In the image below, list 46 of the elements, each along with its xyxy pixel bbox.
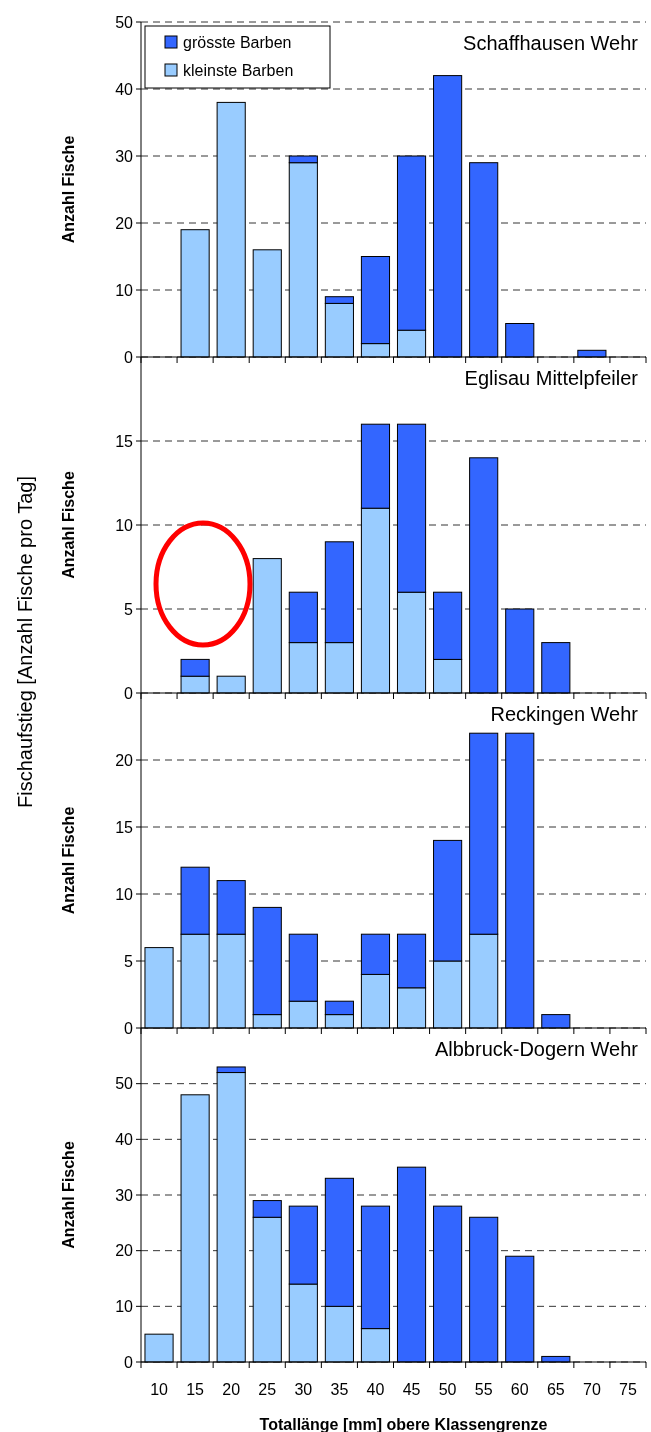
y-tick-label: 30	[115, 147, 134, 165]
x-tick-label: 25	[258, 1381, 277, 1398]
y-tick-label: 5	[124, 952, 134, 970]
text: Reckingen Wehr	[490, 703, 639, 725]
y-tick-label: 0	[124, 348, 134, 366]
y-tick-label: 40	[115, 1130, 134, 1148]
y-axis-title: Anzahl Fische	[60, 1141, 77, 1249]
y-axis-title: Anzahl Fische	[60, 135, 77, 244]
x-tick-label: 45	[402, 1381, 421, 1398]
x-tick-label: 75	[619, 1381, 637, 1398]
x-tick-label: 30	[294, 1381, 313, 1398]
y-axis-title: Anzahl Fische	[60, 471, 77, 579]
y-tick-label: 0	[124, 1353, 134, 1371]
x-tick-label: 60	[510, 1381, 529, 1398]
y-axis-title: Anzahl Fische	[60, 806, 77, 915]
x-tick-label: 65	[546, 1381, 565, 1398]
y-tick-label: 50	[115, 13, 134, 31]
text: Eglisau Mittelpfeiler	[464, 367, 639, 389]
x-tick-label: 20	[222, 1381, 241, 1398]
x-tick-label: 55	[474, 1381, 493, 1398]
text: Fischaufstieg [Anzahl Fische pro Tag]	[14, 475, 36, 809]
y-tick-label: 30	[115, 1186, 134, 1204]
y-tick-label: 10	[115, 885, 134, 903]
y-tick-label: 0	[124, 684, 134, 702]
y-tick-label: 10	[115, 1297, 134, 1315]
legend-label: grösste Barben	[183, 33, 292, 51]
y-tick-label: 15	[115, 432, 134, 450]
y-tick-label: 10	[115, 516, 134, 534]
text: Schaffhausen Wehr	[463, 32, 639, 54]
y-tick-label: 40	[115, 80, 134, 98]
y-tick-label: 50	[115, 1075, 134, 1093]
x-tick-label: 10	[150, 1381, 169, 1398]
legend-label: kleinste Barben	[183, 61, 294, 79]
y-tick-label: 0	[124, 1019, 134, 1037]
y-tick-label: 5	[124, 600, 134, 618]
x-tick-label: 15	[186, 1381, 205, 1398]
y-tick-label: 20	[115, 1242, 134, 1260]
x-tick-label: 70	[582, 1381, 601, 1398]
x-tick-label: 40	[366, 1381, 385, 1398]
y-tick-label: 15	[115, 818, 134, 836]
x-tick-label: 35	[330, 1381, 349, 1398]
y-tick-label: 20	[115, 214, 134, 232]
x-tick-label: 50	[438, 1381, 457, 1398]
y-tick-label: 10	[115, 281, 134, 299]
text: Albbruck-Dogern Wehr	[434, 1038, 639, 1060]
y-tick-label: 20	[115, 751, 134, 769]
